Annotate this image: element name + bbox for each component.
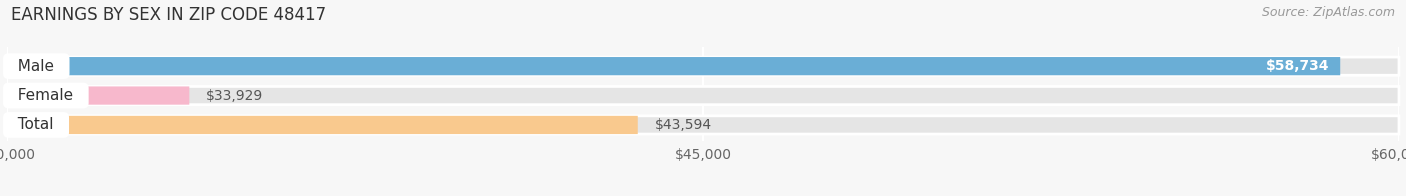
Text: Female: Female	[8, 88, 83, 103]
Text: EARNINGS BY SEX IN ZIP CODE 48417: EARNINGS BY SEX IN ZIP CODE 48417	[11, 6, 326, 24]
Text: $33,929: $33,929	[207, 89, 263, 103]
Text: $58,734: $58,734	[1265, 59, 1329, 73]
Text: Total: Total	[8, 117, 63, 132]
FancyBboxPatch shape	[7, 116, 1399, 134]
FancyBboxPatch shape	[7, 57, 1340, 75]
Text: Male: Male	[8, 59, 65, 74]
Text: $43,594: $43,594	[654, 118, 711, 132]
FancyBboxPatch shape	[7, 86, 190, 105]
FancyBboxPatch shape	[7, 57, 1399, 75]
FancyBboxPatch shape	[7, 86, 1399, 105]
FancyBboxPatch shape	[7, 116, 638, 134]
Text: Source: ZipAtlas.com: Source: ZipAtlas.com	[1261, 6, 1395, 19]
